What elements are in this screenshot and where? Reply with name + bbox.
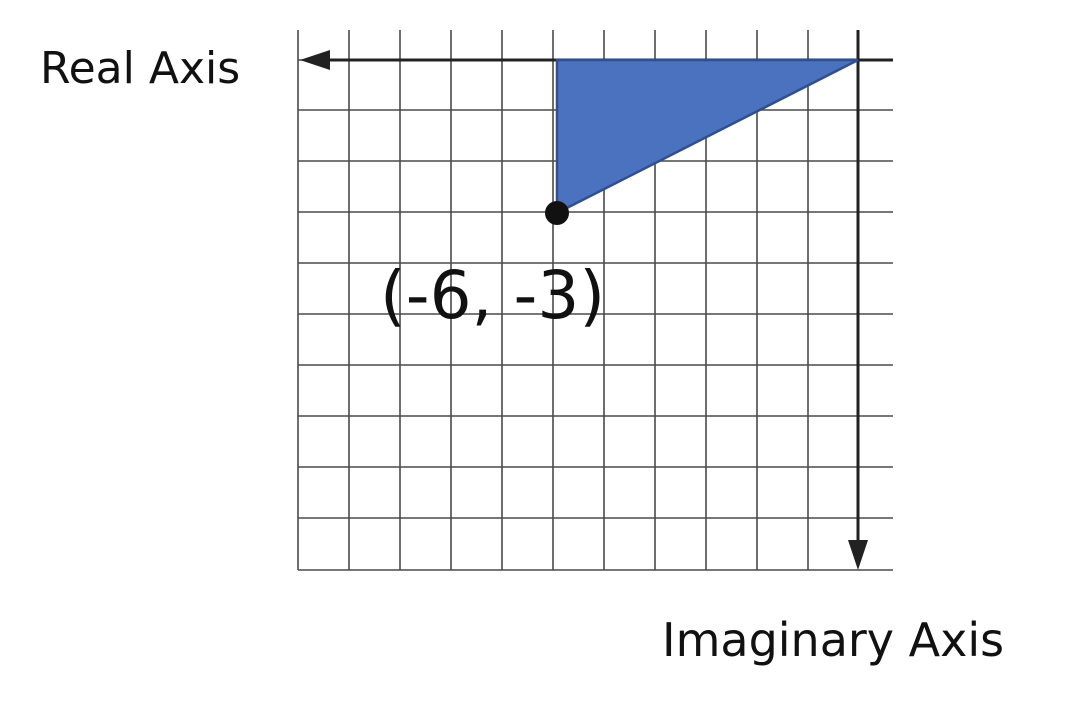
real-axis-arrowhead xyxy=(300,50,330,70)
point-marker xyxy=(545,201,569,225)
imaginary-axis-label: Imaginary Axis xyxy=(662,613,1004,667)
imaginary-axis-arrowhead xyxy=(848,540,868,570)
real-axis-label: Real Axis xyxy=(40,43,240,94)
point-label: (-6, -3) xyxy=(380,257,605,334)
shaded-triangle xyxy=(555,58,859,216)
imaginary-axis xyxy=(848,30,868,570)
